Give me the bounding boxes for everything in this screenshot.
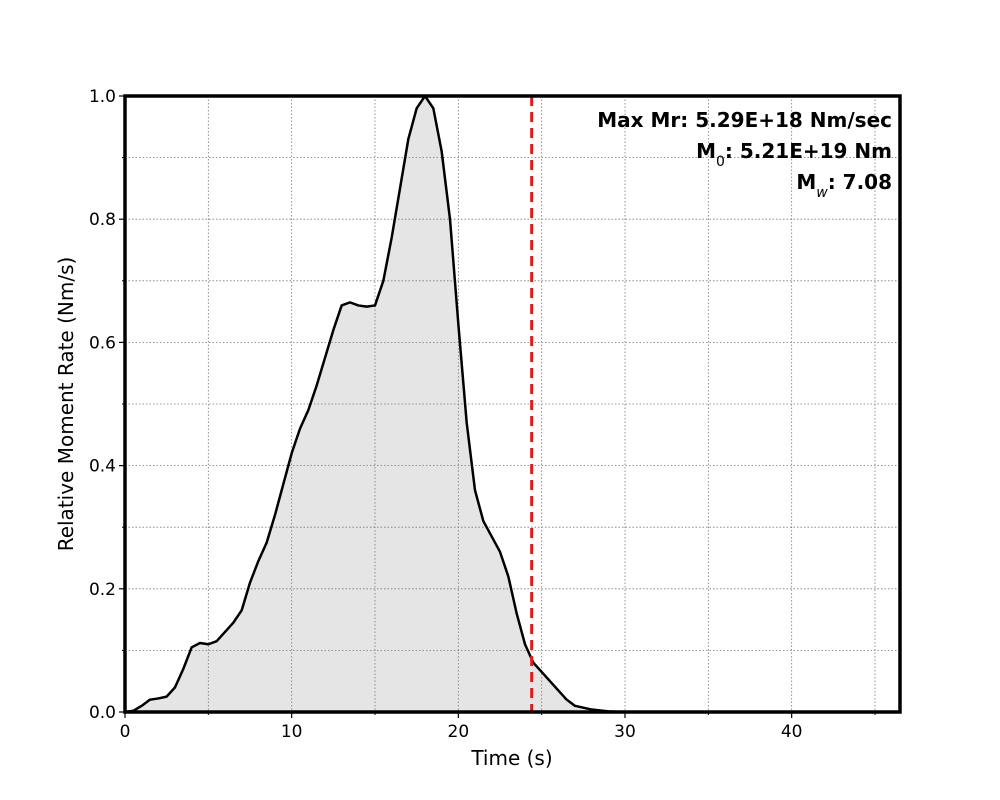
x-tick-label: 0: [120, 722, 131, 742]
y-tick-label: 0.8: [89, 210, 116, 230]
annotation: Max Mr: 5.29E+18 Nm/sec: [597, 108, 892, 132]
annotation-subscript: 0: [716, 154, 725, 170]
plot-frame: [123, 94, 902, 714]
y-tick-label: 0.0: [89, 703, 116, 723]
annotation-text: M: [796, 170, 816, 194]
annotation: M0: 5.21E+19 Nm: [696, 139, 892, 170]
y-tick-label: 0.6: [89, 333, 116, 353]
line: [124, 94, 900, 714]
x-tick-label: 30: [614, 722, 636, 742]
annotation-text: M: [696, 139, 716, 163]
y-tick-label: 0.2: [89, 580, 116, 600]
annotation-text: : 5.21E+19 Nm: [725, 139, 892, 163]
y-tick-label: 0.4: [89, 457, 116, 477]
annotation: Mw: 7.08: [796, 170, 892, 201]
area-fill: [125, 96, 900, 712]
annotation-text: Max Mr: 5.29E+18 Nm/sec: [597, 108, 892, 132]
x-axis-label: Time (s): [470, 746, 552, 770]
x-tick-label: 40: [781, 722, 803, 742]
x-tick-label: 20: [448, 722, 470, 742]
y-tick-label: 1.0: [89, 87, 116, 107]
x-tick-label: 10: [281, 722, 303, 742]
y-axis-label: Relative Moment Rate (Nm/s): [54, 257, 78, 552]
annotation-text: : 7.08: [828, 170, 892, 194]
annotation-subscript: w: [816, 185, 828, 201]
